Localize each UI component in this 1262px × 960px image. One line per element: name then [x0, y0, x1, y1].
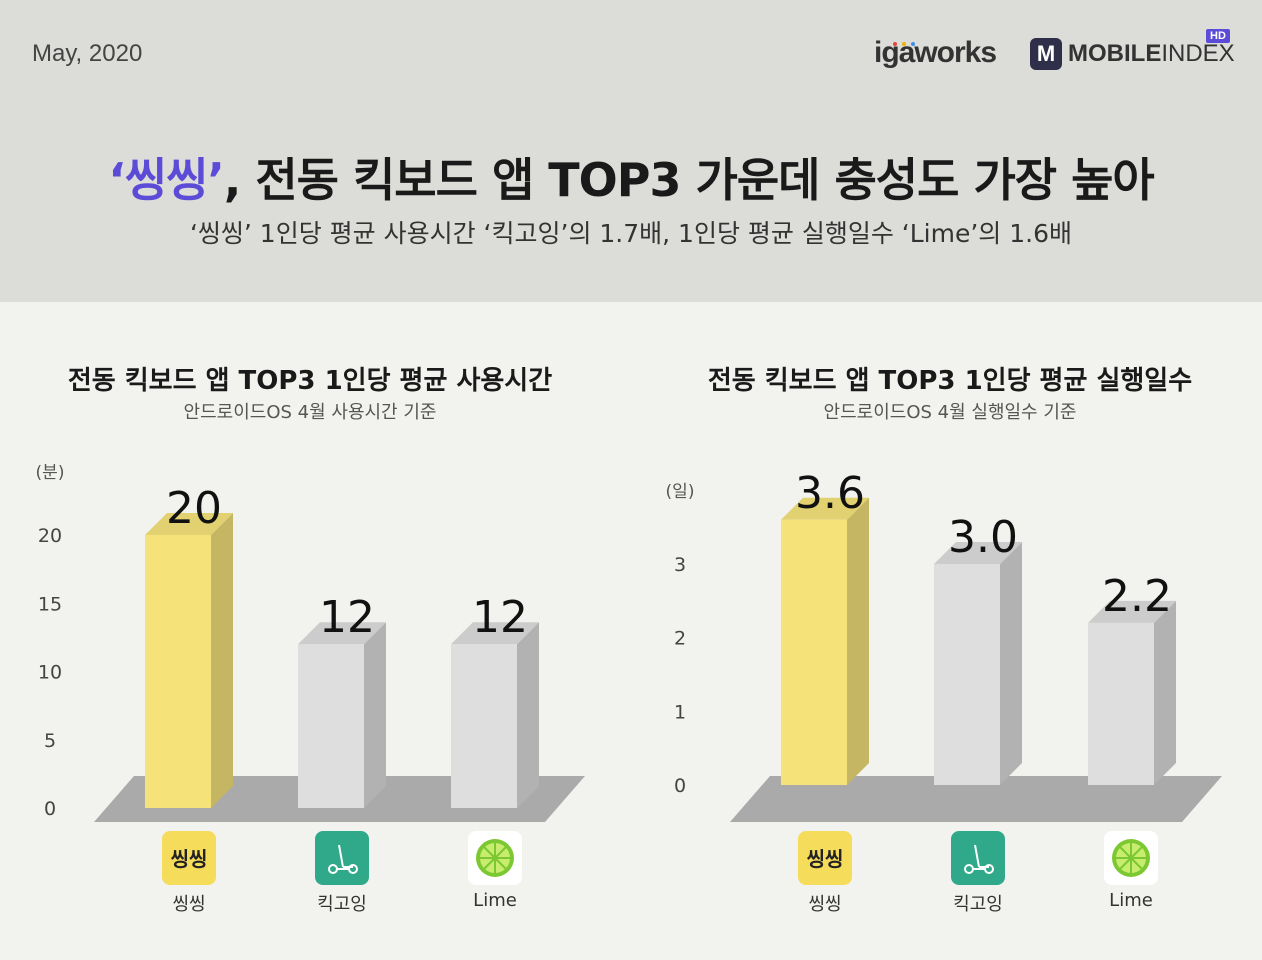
chart-1-data-label: 12	[319, 592, 375, 643]
chart-1-bar-side	[517, 622, 539, 808]
kickgoing-logo-icon-2	[951, 831, 1005, 885]
chart-2-data-label: 3.6	[795, 468, 865, 519]
chart-1-data-label: 20	[166, 483, 222, 534]
chart-1-bar	[145, 535, 211, 808]
chart-1-bar-side	[211, 513, 233, 808]
mobileindex-logo-bold: MOBILE	[1068, 40, 1162, 67]
chart-2-bar-side	[847, 497, 869, 785]
chart-1-ytick-label: 0	[44, 798, 56, 820]
kickgoing-logo-svg-1	[315, 831, 369, 885]
chart-2-ytick-label: 1	[674, 701, 686, 723]
ssingssing-logo-text-2: 씽씽	[807, 847, 844, 871]
lime-logo-svg-2	[1112, 839, 1150, 877]
chart-1-ytick-label: 10	[38, 662, 62, 684]
chart-2-bar-top	[781, 497, 869, 520]
ssingssing-logo-svg-1: 씽씽	[162, 831, 216, 885]
chart-2-bar-side	[1000, 542, 1022, 785]
kickgoing-logo-icon-1	[315, 831, 369, 885]
app-label-lime-2: Lime	[1109, 890, 1153, 911]
chart-2-bar	[1088, 622, 1154, 785]
chart-2-bar	[934, 564, 1000, 785]
igaworks-dots	[893, 31, 933, 46]
chart-2-subtitle: 안드로이드OS 4월 실행일수 기준	[823, 402, 1077, 423]
chart-1-subtitle: 안드로이드OS 4월 사용시간 기준	[183, 402, 437, 423]
chart-1-bar-top	[145, 513, 233, 535]
chart-1-bar-top	[451, 622, 539, 645]
chart-2-bar-side	[1154, 600, 1176, 785]
hd-badge: HD	[1206, 29, 1230, 43]
chart-1-bar	[451, 644, 517, 808]
chart-2-data-label: 2.2	[1102, 571, 1172, 622]
chart-2-bar	[781, 519, 847, 785]
chart-2-bar-top	[1088, 600, 1176, 623]
chart-2-unit-label: (일)	[666, 482, 695, 502]
app-label-ssingssing-2: 씽씽	[808, 894, 842, 915]
chart-2-ytick-label: 2	[674, 628, 686, 650]
chart-1-ytick-label: 15	[38, 593, 62, 615]
ssingssing-logo-text-1: 씽씽	[171, 847, 208, 871]
app-label-lime-1: Lime	[473, 890, 517, 911]
title-rest: , 전동 킥보드 앱 TOP3 가운데 충성도 가장 높아	[223, 153, 1155, 207]
report-date: May, 2020	[32, 40, 143, 67]
lime-logo-icon-2	[1104, 831, 1158, 885]
app-label-kickgoing-1: 킥고잉	[317, 894, 367, 915]
chart-1-data-label: 12	[472, 592, 528, 643]
ssingssing-logo-svg-2: 씽씽	[798, 831, 852, 885]
chart-2-ytick-label: 0	[674, 775, 686, 797]
lime-logo-icon-1	[468, 831, 522, 885]
chart-1-bar-top	[298, 622, 386, 645]
chart-2-data-label: 3.0	[948, 512, 1018, 563]
chart-1-bar	[298, 644, 364, 808]
chart-2-floor	[730, 776, 1222, 822]
mobileindex-logo: MOBILEINDEX	[1068, 40, 1235, 68]
chart-1-title: 전동 킥보드 앱 TOP3 1인당 평균 사용시간	[67, 366, 553, 396]
ssingssing-logo-icon-1: 씽씽	[162, 831, 216, 885]
chart-2-bar-top	[934, 542, 1022, 564]
chart-1-ytick-label: 20	[38, 525, 62, 547]
chart-1-unit-label: (분)	[36, 463, 65, 483]
lime-logo-svg-1	[476, 839, 514, 877]
page-subtitle: ‘씽씽’ 1인당 평균 사용시간 ‘킥고잉’의 1.7배, 1인당 평균 실행일…	[189, 219, 1073, 248]
title-highlight: ‘씽씽’	[108, 153, 225, 207]
chart-2-ytick-label: 3	[674, 554, 686, 576]
mobileindex-logo-light: INDEX	[1161, 40, 1235, 67]
igaworks-logo: igaworks	[874, 36, 997, 69]
page-title: ‘씽씽’, 전동 킥보드 앱 TOP3 가운데 충성도 가장 높아	[0, 144, 1262, 210]
ssingssing-logo-icon-2: 씽씽	[798, 831, 852, 885]
app-label-kickgoing-2: 킥고잉	[953, 894, 1003, 915]
mobileindex-logo-icon: M	[1030, 38, 1062, 70]
chart-1-bar-side	[364, 622, 386, 808]
app-label-ssingssing-1: 씽씽	[172, 894, 206, 915]
kickgoing-logo-svg-2	[951, 831, 1005, 885]
chart-1-ytick-label: 5	[44, 730, 56, 752]
chart-2-title: 전동 킥보드 앱 TOP3 1인당 평균 실행일수	[707, 366, 1193, 396]
